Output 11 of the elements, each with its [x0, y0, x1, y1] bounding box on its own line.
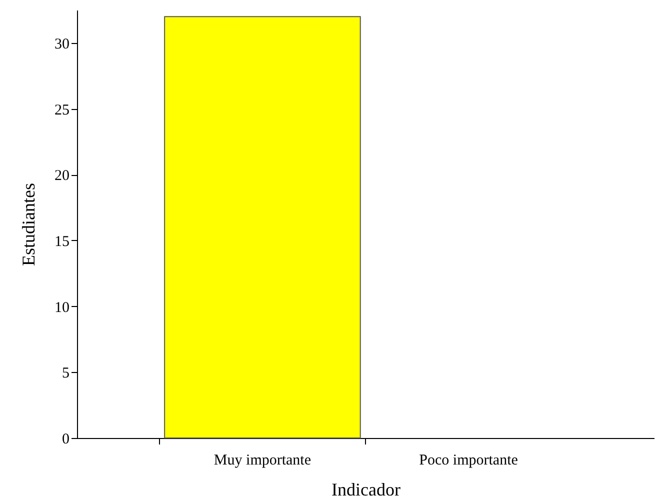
y-tick-label: 20	[54, 168, 70, 184]
y-tick-label: 0	[62, 432, 70, 448]
y-tick-label: 5	[62, 366, 70, 382]
y-tick-label: 30	[54, 36, 70, 52]
x-tick-label: Poco importante	[419, 452, 518, 468]
y-tick-label: 15	[54, 234, 70, 250]
x-tick-label: Muy importante	[214, 452, 312, 468]
y-axis-title: Estudiantes	[18, 183, 38, 266]
y-tick-label: 10	[54, 300, 70, 316]
x-axis-title: Indicador	[332, 480, 400, 500]
y-tick-label: 25	[54, 102, 70, 118]
